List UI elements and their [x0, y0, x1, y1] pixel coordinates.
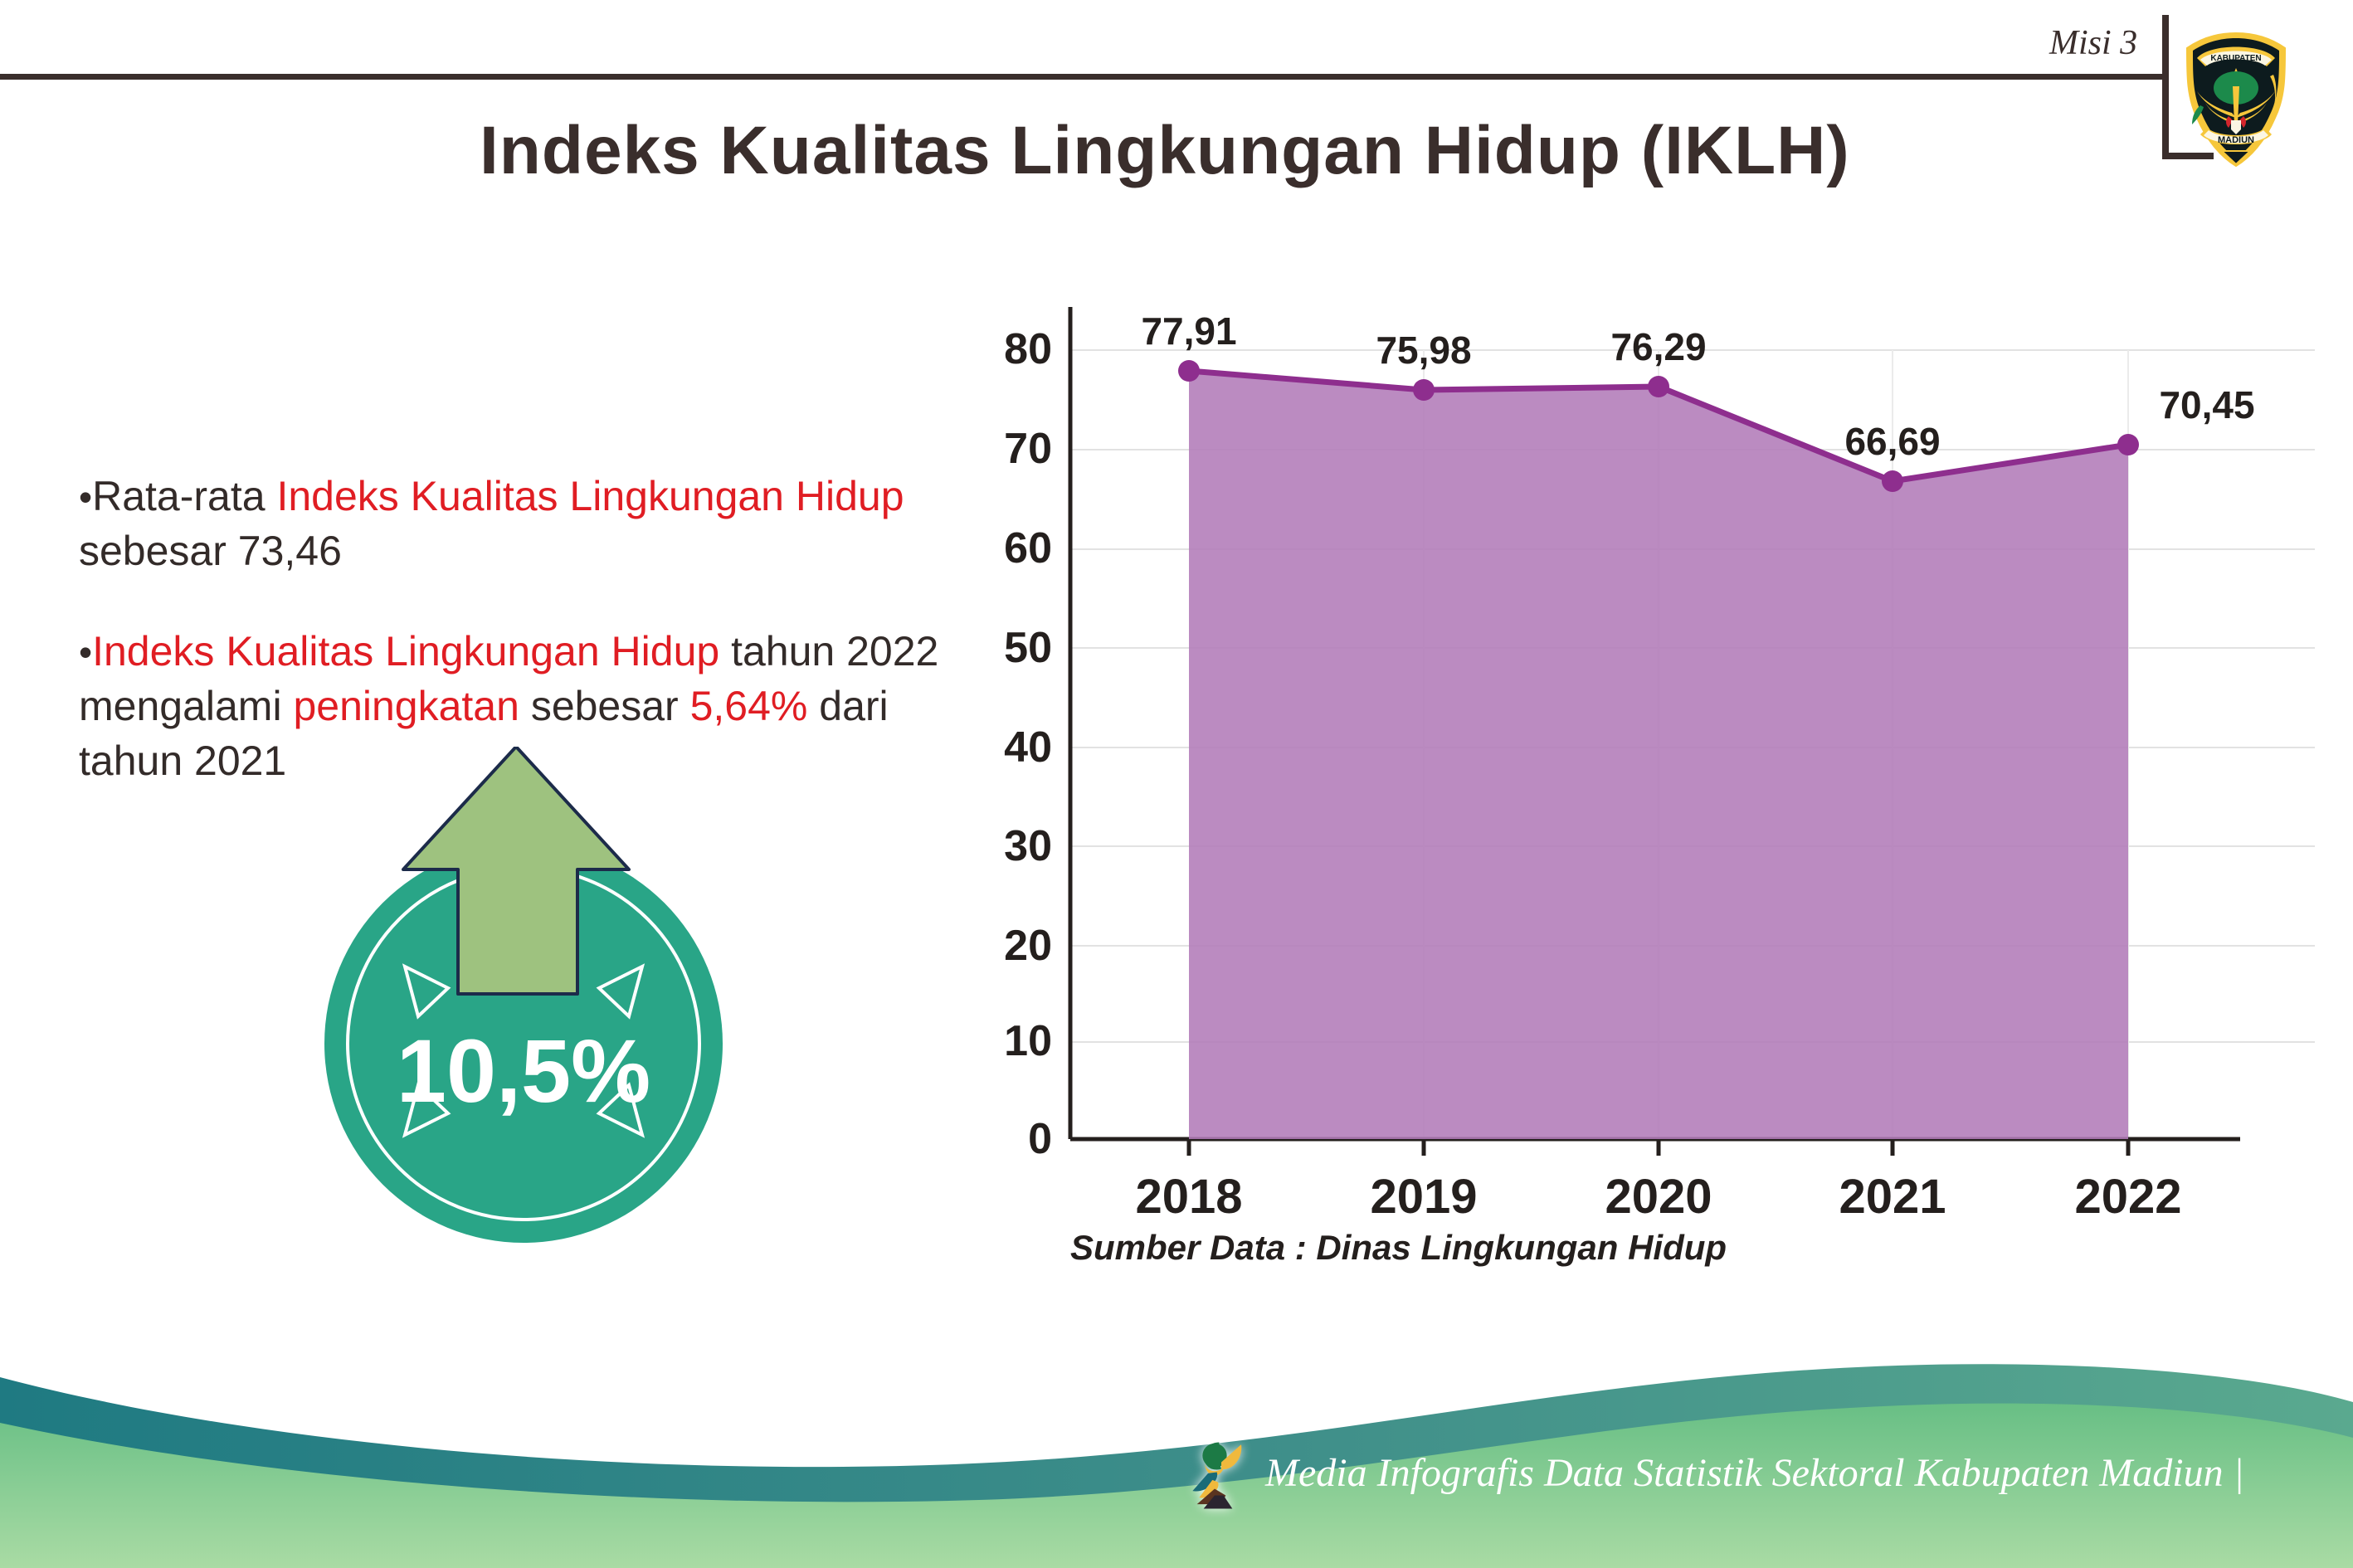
svg-text:KABUPATEN: KABUPATEN	[2210, 54, 2261, 63]
svg-text:20: 20	[1004, 922, 1052, 970]
svg-text:66,69: 66,69	[1844, 420, 1940, 463]
svg-text:2021: 2021	[1839, 1170, 1946, 1224]
svg-text:60: 60	[1004, 524, 1052, 572]
svg-text:75,98: 75,98	[1376, 329, 1471, 372]
svg-text:40: 40	[1004, 723, 1052, 772]
svg-text:70: 70	[1004, 425, 1052, 473]
svg-text:10,5%: 10,5%	[397, 1020, 650, 1121]
svg-text:77,91: 77,91	[1141, 309, 1236, 353]
svg-text:70,45: 70,45	[2159, 383, 2254, 426]
svg-text:50: 50	[1004, 624, 1052, 672]
svg-text:2020: 2020	[1605, 1170, 1712, 1224]
svg-text:30: 30	[1004, 822, 1052, 870]
svg-text:MADIUN: MADIUN	[2218, 135, 2254, 145]
svg-text:2022: 2022	[2074, 1170, 2181, 1224]
svg-text:10: 10	[1004, 1017, 1052, 1065]
svg-text:0: 0	[1028, 1115, 1052, 1163]
svg-text:2019: 2019	[1370, 1170, 1477, 1224]
svg-text:76,29: 76,29	[1610, 325, 1706, 368]
svg-text:80: 80	[1004, 325, 1052, 373]
svg-text:2018: 2018	[1135, 1170, 1242, 1224]
svg-text:Sumber Data : Dinas Lingkungan: Sumber Data : Dinas Lingkungan Hidup	[1070, 1228, 1727, 1267]
